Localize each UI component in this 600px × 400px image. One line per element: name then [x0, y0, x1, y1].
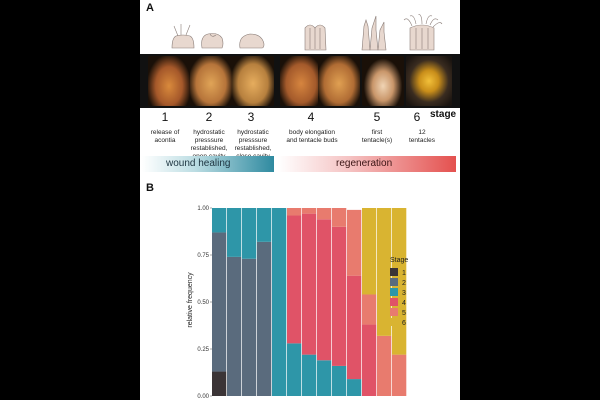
- y-tick-label: 0.25: [197, 347, 209, 353]
- bar-segment-stage-2: [242, 258, 257, 396]
- y-tick-label: 0.75: [197, 253, 209, 259]
- stacked-bar-chart: relative frequency 0.000.250.500.751.00 …: [187, 206, 408, 400]
- sketch-stage-4: [304, 24, 327, 51]
- bar-segment-stage-3: [272, 208, 287, 396]
- bar-segment-stage-4: [302, 213, 317, 355]
- bar-segment-stage-2: [257, 241, 272, 396]
- wound-healing-band: wound healing: [142, 156, 274, 172]
- stage-number-3: 3: [247, 110, 255, 124]
- figure-panel: A: [140, 0, 460, 400]
- sketch-stage-6: [403, 14, 443, 51]
- legend-swatch-6: [390, 318, 398, 326]
- bar-segment-stage-6: [377, 208, 392, 336]
- bar-segment-stage-4: [347, 275, 362, 380]
- bars: [212, 208, 407, 396]
- bar-segment-stage-3: [227, 208, 242, 257]
- stage-number-6: 6: [413, 110, 421, 124]
- bar-segment-stage-3: [287, 343, 302, 396]
- stage-axis-label: stage: [430, 109, 457, 120]
- bar-segment-stage-5: [317, 208, 332, 220]
- stage-number-4: 4: [307, 110, 315, 124]
- stage-desc-5: first tentacle(s): [361, 129, 393, 144]
- wound-healing-label: wound healing: [166, 158, 231, 169]
- bar-segment-stage-5: [287, 208, 302, 216]
- legend: Stage 1 2 3 4 5 6: [390, 257, 408, 327]
- stage-number-5: 5: [373, 110, 381, 124]
- photo-strip: [140, 54, 460, 108]
- sketch-stage-2: [201, 33, 224, 49]
- stage-sketches: [171, 14, 443, 51]
- y-tick-label: 1.00: [197, 206, 209, 212]
- legend-label-6: 6: [402, 320, 406, 327]
- stage-number-1: 1: [161, 110, 169, 124]
- bar-segment-stage-5: [392, 354, 407, 396]
- stage-desc-6: 12 tentacles: [408, 129, 436, 144]
- legend-label-3: 3: [402, 290, 406, 297]
- bar-segment-stage-2: [227, 256, 242, 396]
- bar-segment-stage-4: [362, 324, 377, 396]
- bar-segment-stage-5: [377, 335, 392, 396]
- y-axis: 0.00 0.25 0.50 0.75 1.00: [197, 206, 212, 400]
- bar-segment-stage-4: [287, 215, 302, 344]
- stage-desc-4: body elongation and tentacle buds: [286, 129, 338, 144]
- y-axis-title: relative frequency: [187, 272, 194, 328]
- bar-segment-stage-5: [362, 294, 377, 325]
- stage-number-2: 2: [205, 110, 213, 124]
- bar-segment-stage-6: [392, 208, 407, 355]
- legend-label-4: 4: [402, 300, 406, 307]
- bar-segment-stage-3: [347, 379, 362, 396]
- bar-segment-stage-6: [362, 208, 377, 295]
- photo-stage-6: [406, 56, 452, 106]
- y-tick-label: 0.00: [197, 394, 209, 400]
- legend-label-2: 2: [402, 280, 406, 287]
- legend-title: Stage: [390, 257, 408, 264]
- legend-swatch-5: [390, 308, 398, 316]
- bar-segment-stage-5: [302, 208, 317, 214]
- stage-desc-1: release of acontia: [150, 129, 180, 144]
- y-tick-label: 0.50: [197, 300, 209, 306]
- bar-segment-stage-1: [212, 371, 227, 396]
- bar-segment-stage-5: [332, 208, 347, 227]
- photo-stage-3: [232, 56, 274, 106]
- legend-swatch-3: [390, 288, 398, 296]
- bar-segment-stage-3: [257, 208, 272, 242]
- bar-segment-stage-3: [242, 208, 257, 259]
- sketch-stage-3: [239, 33, 265, 49]
- photo-stage-2: [190, 56, 232, 106]
- regeneration-band: regeneration: [278, 156, 456, 172]
- bar-segment-stage-3: [317, 360, 332, 396]
- bar-segment-stage-3: [212, 208, 227, 233]
- legend-swatch-1: [390, 268, 398, 276]
- bar-segment-stage-3: [302, 354, 317, 396]
- photo-stage-4b: [318, 56, 360, 106]
- bar-segment-stage-3: [332, 365, 347, 396]
- legend-swatch-4: [390, 298, 398, 306]
- bar-segment-stage-2: [212, 232, 227, 372]
- photo-stage-1: [148, 56, 190, 106]
- regeneration-label: regeneration: [336, 158, 393, 169]
- legend-swatch-2: [390, 278, 398, 286]
- legend-label-1: 1: [402, 270, 406, 277]
- photo-stage-5: [362, 56, 404, 106]
- panel-a-label: A: [146, 2, 154, 14]
- bar-segment-stage-4: [332, 226, 347, 366]
- sketch-stage-1: [171, 24, 195, 49]
- bar-segment-stage-5: [347, 209, 362, 276]
- legend-label-5: 5: [402, 310, 406, 317]
- bar-segment-stage-4: [317, 219, 332, 361]
- panel-b-label: B: [146, 182, 154, 194]
- sketch-stage-5: [361, 15, 387, 51]
- photo-stage-4a: [280, 56, 322, 106]
